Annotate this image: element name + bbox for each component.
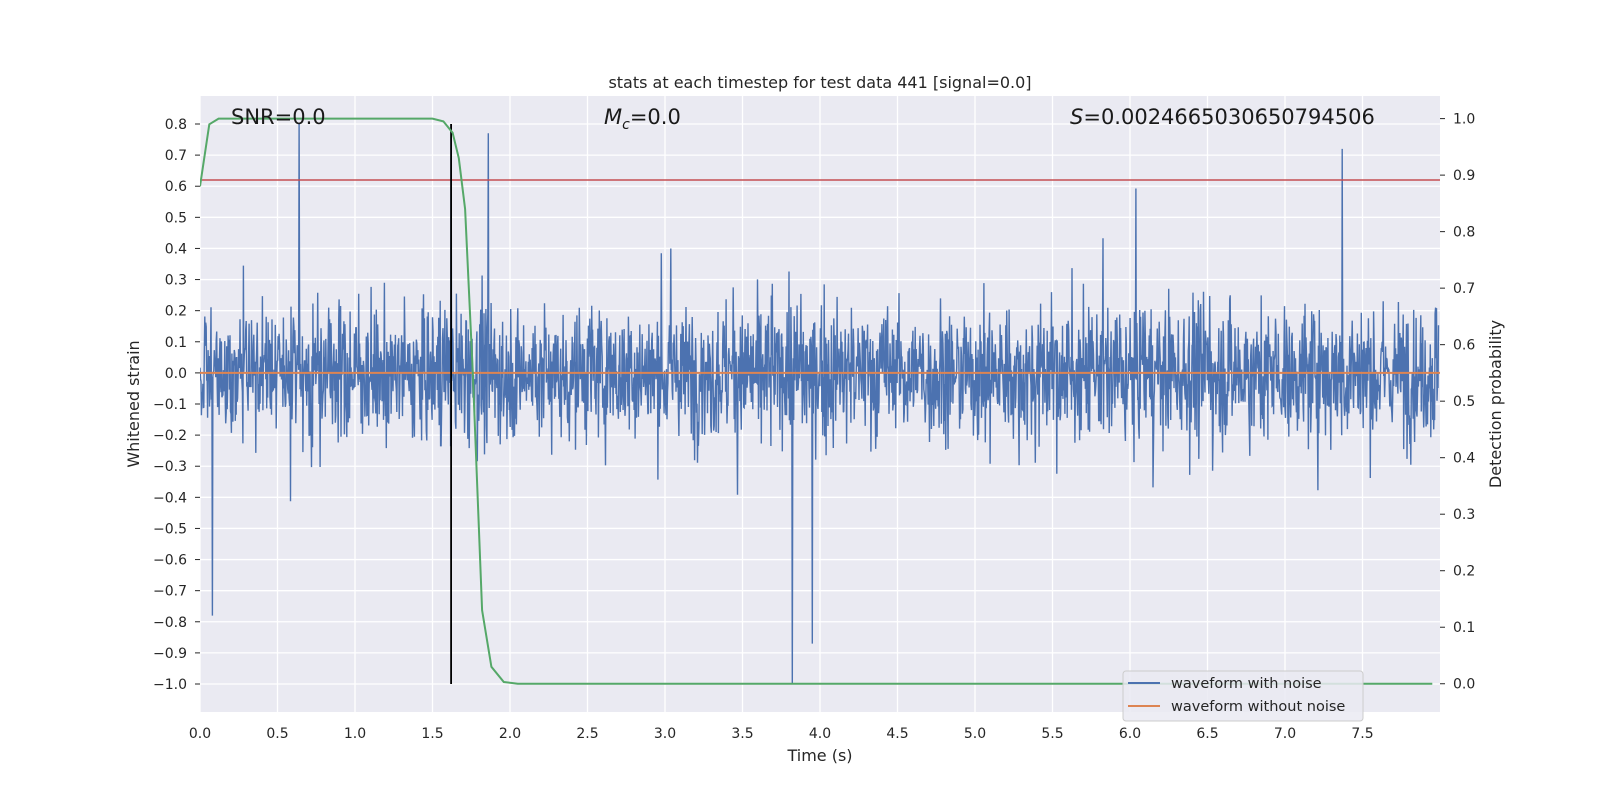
y-axis-ticks: 0.8 0.7 0.6 0.5 0.4 0.3 0.2 0.1 0.0 −0.1 −0.2 −0.3 −… [153,117,200,693]
y2-tick-label: 1.0 [1453,112,1475,128]
x-tick-label: 4.0 [809,726,831,742]
x-tick-label: 2.5 [576,726,598,742]
score-annotation: S=0.0024665030650794506 [1070,105,1375,129]
y2-tick-label: 0.2 [1453,564,1475,580]
x-axis-ticks: 0.0 0.5 1.0 1.5 2.0 2.5 3.0 3.5 4.0 4.5 5.0 5.5 6.0 6… [189,726,1374,742]
y-tick-label: 0.0 [165,366,187,382]
y-tick-label: 0.1 [165,335,187,351]
x-tick-label: 3.5 [731,726,753,742]
x-tick-label: 6.0 [1119,726,1141,742]
x-tick-label: 2.0 [499,726,521,742]
y-tick-label: 0.7 [165,148,187,164]
y-tick-label: −0.4 [153,490,187,506]
mc-value: =0.0 [630,105,681,129]
legend: waveform with noise waveform without noi… [1122,670,1364,722]
y-tick-label: −0.7 [153,584,187,600]
y2-tick-label: 0.6 [1453,338,1475,354]
x-axis-label: Time (s) [786,746,852,765]
y2-axis-label: Detection probability [1486,320,1505,488]
x-tick-label: 5.5 [1041,726,1063,742]
legend-label-clean: waveform without noise [1171,699,1345,715]
mc-symbol: M [604,105,622,129]
y2-tick-label: 0.4 [1453,451,1475,467]
y-tick-label: −0.1 [153,397,187,413]
y-axis-label: Whitened strain [124,340,143,467]
y-tick-label: −0.6 [153,553,187,569]
x-tick-label: 4.5 [886,726,908,742]
y-tick-label: 0.6 [165,179,187,195]
y-tick-label: 0.5 [165,210,187,226]
y-tick-label: −0.3 [153,459,187,475]
x-tick-label: 1.5 [421,726,443,742]
chart-title: stats at each timestep for test data 441… [608,73,1031,92]
snr-annotation: SNR=0.0 [231,105,326,129]
x-tick-label: 7.5 [1351,726,1373,742]
y2-tick-label: 0.8 [1453,225,1475,241]
y2-axis-ticks: 0.0 0.1 0.2 0.3 0.4 0.5 0.6 0.7 0.8 0.9 1.0 [1440,112,1475,693]
x-tick-label: 6.5 [1196,726,1218,742]
y2-tick-label: 0.7 [1453,281,1475,297]
y-tick-label: 0.3 [165,273,187,289]
x-tick-label: 1.0 [344,726,366,742]
s-symbol: S [1070,105,1083,129]
y2-tick-label: 0.1 [1453,620,1475,636]
chirp-mass-annotation: Mc=0.0 [604,105,681,133]
y-tick-label: −0.5 [153,521,187,537]
x-tick-label: 0.0 [189,726,211,742]
x-tick-label: 7.0 [1274,726,1296,742]
y-tick-label: −0.8 [153,615,187,631]
legend-box [1122,670,1364,722]
y2-tick-label: 0.3 [1453,507,1475,523]
legend-label-noise: waveform with noise [1171,676,1322,692]
x-tick-label: 0.5 [266,726,288,742]
y-tick-label: −0.9 [153,646,187,662]
y-tick-label: 0.8 [165,117,187,133]
y-tick-label: −0.2 [153,428,187,444]
y2-tick-label: 0.9 [1453,168,1475,184]
series-detection-probability [200,117,1433,685]
s-value: =0.0024665030650794506 [1083,105,1375,129]
y2-tick-label: 0.5 [1453,394,1475,410]
y-tick-label: −1.0 [153,677,187,693]
y-tick-label: 0.4 [165,241,187,257]
x-tick-label: 3.0 [654,726,676,742]
x-tick-label: 5.0 [964,726,986,742]
y2-tick-label: 0.0 [1453,677,1475,693]
y-tick-label: 0.2 [165,304,187,320]
mc-subscript: c [622,117,630,133]
